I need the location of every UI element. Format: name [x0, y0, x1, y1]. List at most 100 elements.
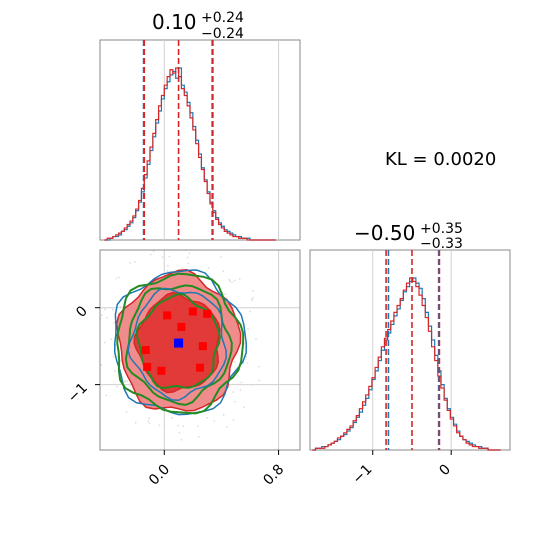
scatter-point: [231, 281, 233, 283]
marginal-y-quantiles: [385, 250, 441, 450]
scatter-point: [245, 356, 248, 358]
scatter-point: [113, 322, 115, 324]
joint-center-points: [141, 307, 212, 375]
scatter-point: [246, 362, 249, 364]
scatter-point: [148, 422, 151, 425]
scatter-point: [124, 379, 127, 382]
marginal-x-title: 0.10: [152, 10, 197, 34]
scatter-point: [163, 423, 166, 425]
scatter-point: [178, 431, 181, 434]
marginal-y-grid: [372, 250, 452, 450]
scatter-point: [95, 371, 97, 373]
contour-level-2: [116, 272, 245, 415]
scatter-point: [114, 370, 116, 372]
red-point: [177, 322, 186, 331]
scatter-point: [129, 262, 131, 264]
scatter-point: [258, 379, 260, 382]
scatter-point: [220, 256, 222, 258]
scatter-point: [96, 318, 98, 320]
contour-level-4: [127, 287, 227, 402]
scatter-point: [251, 384, 253, 386]
scatter-point: [234, 400, 236, 403]
x-tick-label: 0: [436, 462, 454, 480]
scatter-point: [100, 317, 102, 320]
scatter-point: [226, 426, 228, 428]
scatter-point: [100, 364, 103, 366]
marginal-y-frame: [309, 249, 511, 451]
scatter-point: [180, 438, 183, 441]
red-point: [196, 363, 204, 372]
scatter-point: [134, 421, 137, 424]
scatter-point: [129, 383, 131, 386]
scatter-point: [251, 299, 253, 301]
scatter-point: [207, 267, 210, 269]
scatter-point: [168, 255, 171, 258]
marginal-x-quantiles: [142, 40, 214, 240]
marginal-x-frame: [99, 39, 301, 241]
red-point: [143, 362, 152, 371]
marginal-x-title-main: 0.10: [152, 10, 197, 34]
marginal-x-title-sub: −0.24: [201, 26, 244, 42]
histogram-series-0: [312, 277, 501, 451]
scatter-point: [233, 279, 236, 282]
scatter-point: [197, 425, 199, 428]
scatter-point: [228, 278, 231, 281]
scatter-point: [110, 338, 112, 340]
scatter-point: [147, 420, 149, 422]
y-tick-label: −1: [65, 380, 91, 406]
scatter-point: [243, 406, 245, 408]
scatter-point: [252, 290, 254, 292]
scatter-point: [222, 270, 225, 272]
scatter-point: [93, 323, 95, 325]
scatter-point: [161, 256, 164, 258]
scatter-point: [134, 261, 136, 263]
scatter-point: [167, 265, 169, 267]
scatter-point: [177, 424, 179, 427]
marginal-y-ticks: −1 0: [350, 450, 454, 487]
scatter-point: [126, 380, 128, 383]
scatter-point: [181, 267, 184, 269]
scatter-point: [104, 341, 106, 344]
x-tick-label: 0.8: [260, 462, 287, 489]
scatter-point: [243, 343, 246, 345]
scatter-point: [144, 406, 146, 409]
scatter-point: [242, 362, 245, 364]
scatter-point: [170, 246, 172, 248]
red-point: [157, 366, 166, 375]
red-point: [141, 346, 150, 354]
scatter-point: [238, 278, 241, 280]
truth-marker: [174, 338, 184, 348]
scatter-point: [102, 383, 105, 386]
marginal-x-series: [104, 67, 276, 241]
scatter-point: [187, 262, 190, 265]
scatter-point: [252, 297, 254, 299]
kl-annotation: KL = 0.0020: [385, 149, 496, 170]
marginal-y-title-sub: −0.33: [420, 236, 463, 252]
contour-level-6: [135, 292, 221, 390]
scatter-point: [206, 417, 208, 419]
scatter-point: [129, 385, 132, 387]
marginal-y-title-main: −0.50: [354, 221, 415, 245]
scatter-point: [98, 367, 100, 369]
scatter-point: [116, 385, 118, 388]
x-tick-label: −1: [350, 462, 376, 488]
marginal-x-panel: 0.10 +0.24 −0.24: [99, 10, 301, 241]
scatter-point: [213, 420, 216, 422]
scatter-point: [186, 256, 189, 259]
scatter-point: [249, 310, 251, 313]
scatter-point: [125, 411, 128, 414]
scatter-point: [101, 314, 103, 316]
red-point: [188, 307, 197, 316]
marginal-y-panel: −1 0 −0.50 +0.35 −0.33: [309, 221, 511, 487]
marginal-x-title-sup: +0.24: [201, 10, 244, 26]
scatter-point: [239, 389, 242, 391]
scatter-point: [112, 308, 114, 311]
scatter-point: [198, 435, 200, 438]
x-tick-label: 0.0: [146, 462, 173, 489]
scatter-point: [224, 293, 226, 296]
marginal-x-grid: [163, 40, 280, 240]
scatter-point: [148, 417, 150, 420]
marginal-y-series: [312, 277, 501, 451]
y-tick-label: 0: [73, 303, 91, 321]
